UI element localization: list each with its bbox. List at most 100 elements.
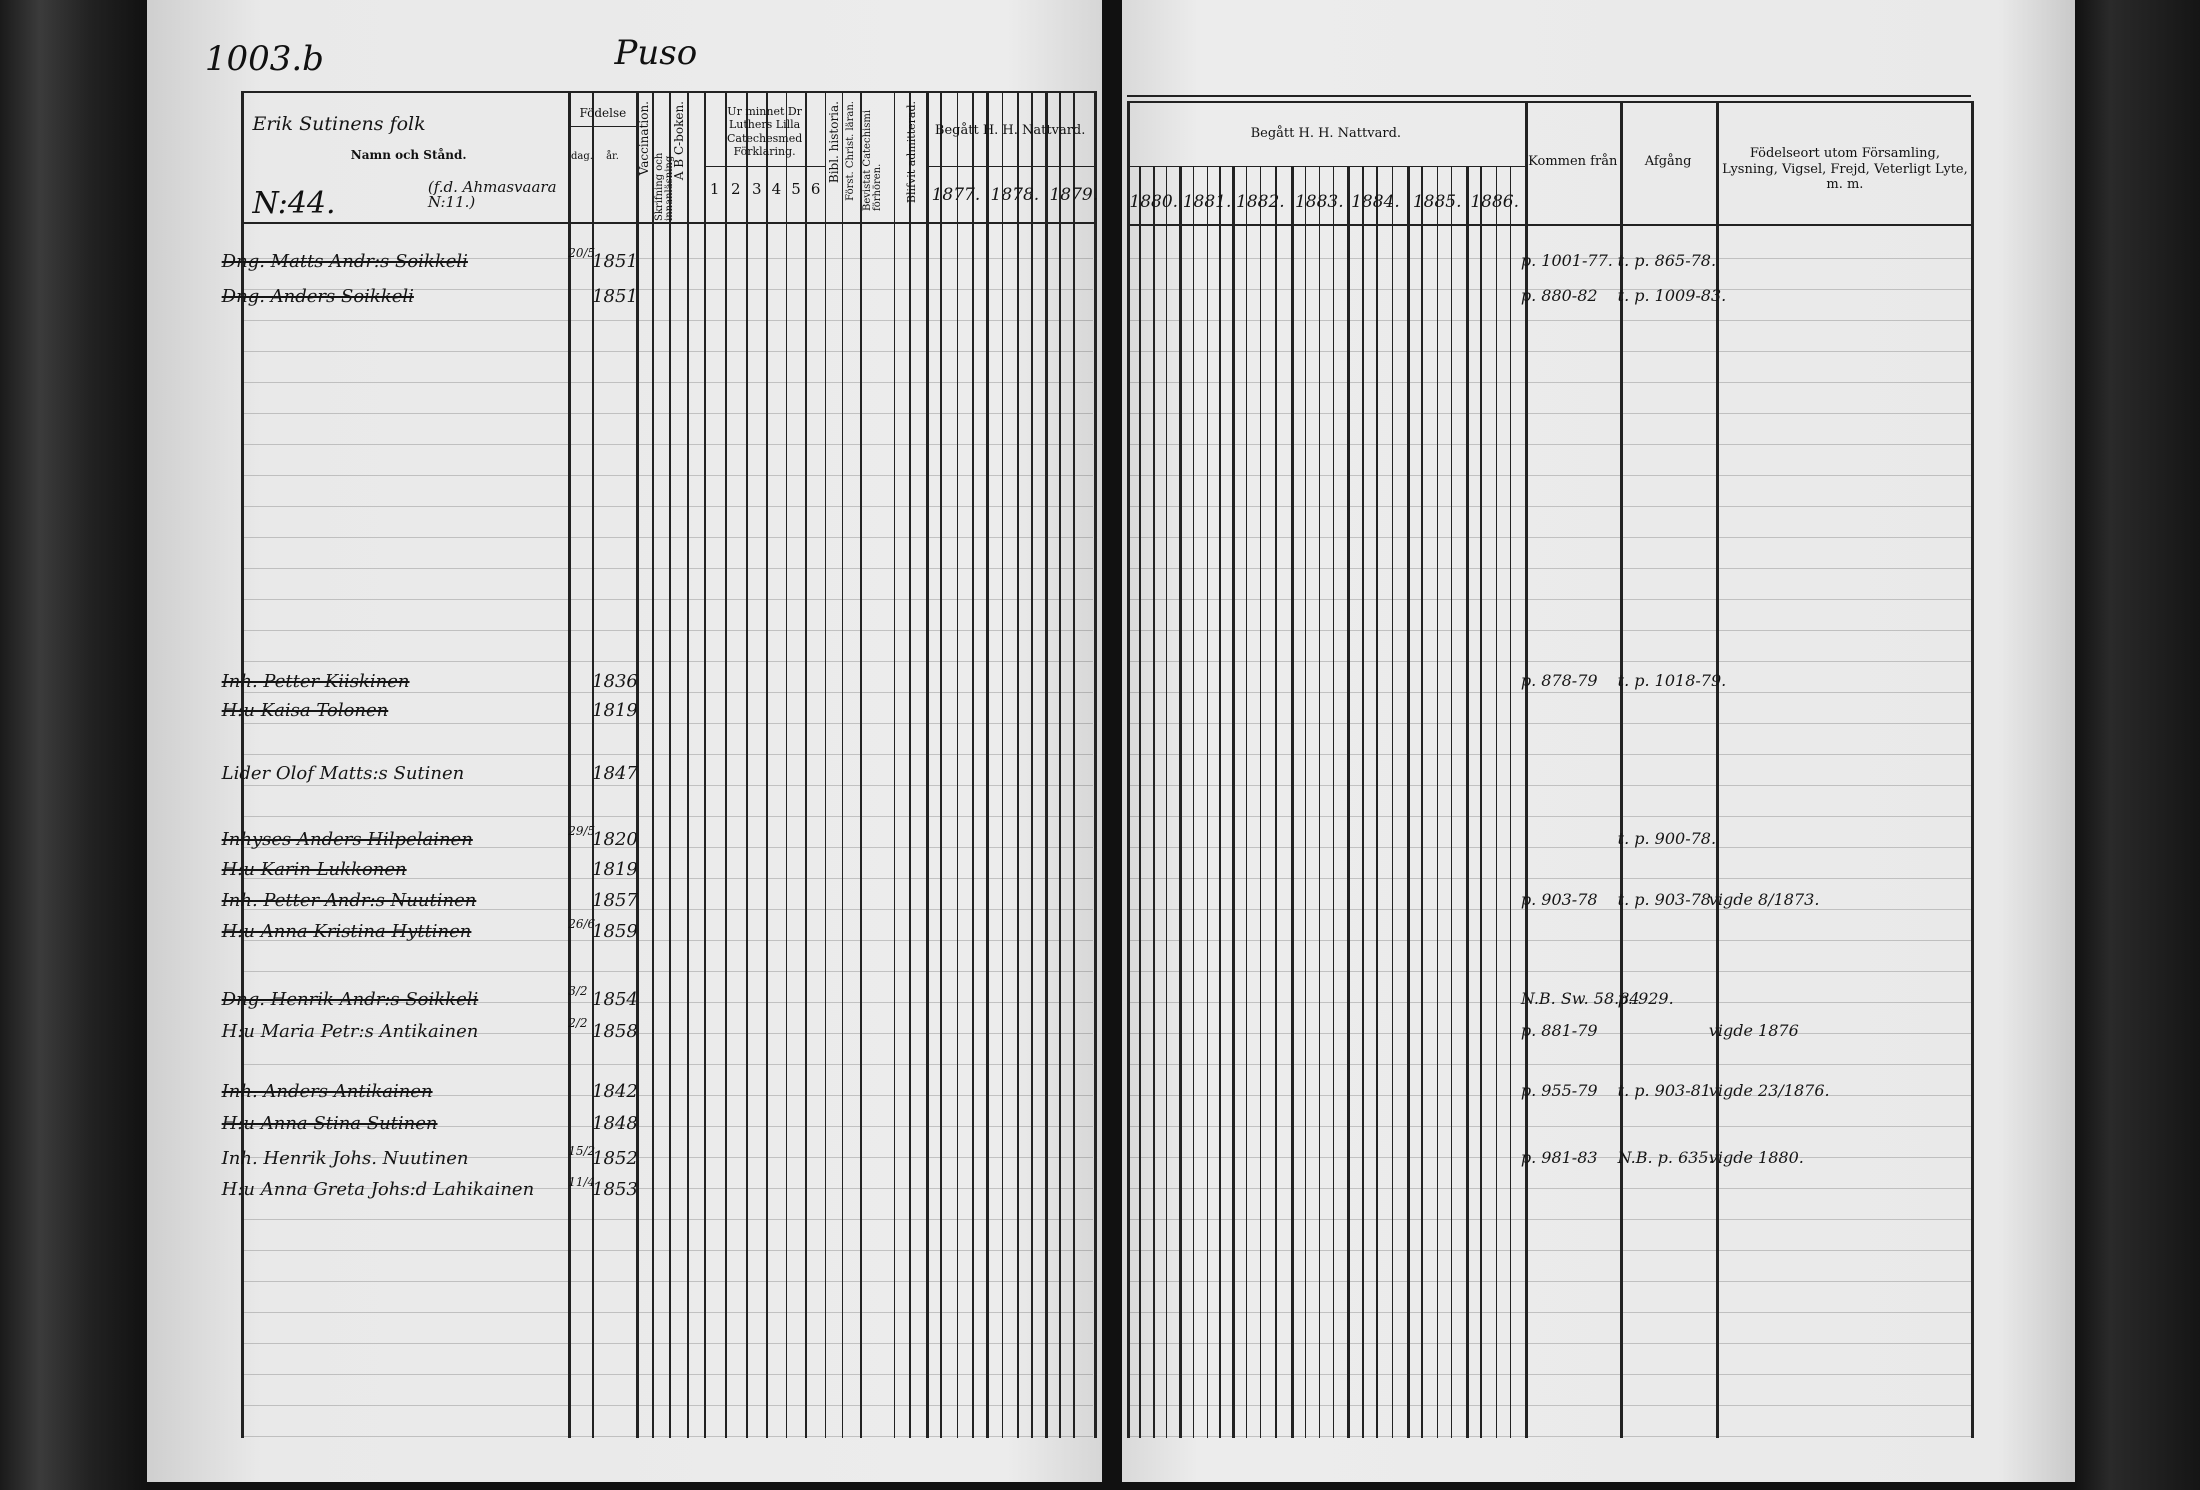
rule-line xyxy=(1715,101,1719,1439)
page-number: 1003.b xyxy=(204,39,324,80)
column-header: 3 xyxy=(752,180,762,199)
rule-line xyxy=(925,165,1095,167)
year-header: 1885. xyxy=(1412,191,1462,212)
rule-line xyxy=(824,91,827,1439)
birth-day: 20/5 xyxy=(568,245,596,260)
moved-in: p. 881-79 xyxy=(1520,1020,1598,1040)
rule-line xyxy=(1346,165,1350,1439)
moved-in: p. 880-82 xyxy=(1520,285,1598,305)
rule-line xyxy=(1525,165,1529,1439)
column-header: Begått H. H. Nattvard. xyxy=(934,123,1086,139)
entry-name: H:u Anna Stina Sutinen xyxy=(221,1113,438,1135)
rule-line xyxy=(1126,95,1972,98)
rule-line xyxy=(725,91,727,1439)
rule-line xyxy=(766,91,768,1439)
rule-line xyxy=(1362,165,1364,1439)
birth-year: 1819 xyxy=(592,699,638,721)
rule-line xyxy=(1017,91,1019,1439)
birth-year: 1847 xyxy=(592,762,638,784)
rule-line xyxy=(1376,165,1378,1439)
entry-name: Inhyses Anders Hilpelainen xyxy=(221,828,473,850)
moved-in: p. 1001-77. xyxy=(1520,250,1613,270)
entry-name: Inh. Anders Antikainen xyxy=(221,1081,433,1103)
moved-out: p. 929. xyxy=(1617,988,1674,1008)
column-header: år. xyxy=(606,150,619,162)
rule-line xyxy=(1495,165,1498,1439)
rule-line xyxy=(1509,165,1512,1439)
year-header: 1883. xyxy=(1294,191,1344,212)
rule-line xyxy=(652,91,654,1439)
moved-in: N.B. Sw. 58.84 xyxy=(1520,988,1640,1008)
rule-line xyxy=(1031,91,1033,1439)
rule-line xyxy=(1971,101,1975,1439)
column-header: Först. Christ. läran. xyxy=(845,101,856,201)
column-header: 1 xyxy=(709,180,720,199)
rule-line xyxy=(241,221,1095,224)
rule-line xyxy=(841,91,844,1439)
moved-out: t. p. 903-78 xyxy=(1617,890,1711,910)
rule-line xyxy=(1126,165,1130,1439)
column-header: Blifvit admitterad. xyxy=(905,101,919,204)
rule-line xyxy=(568,126,636,128)
column-header: Vaccination. xyxy=(637,101,652,176)
remarks: vigde 1876 xyxy=(1708,1020,1799,1040)
moved-in: p. 878-79 xyxy=(1520,671,1598,691)
rule-line xyxy=(986,91,990,1439)
rule-line xyxy=(1178,165,1182,1439)
entry-name: H:u Maria Petr:s Antikainen xyxy=(221,1020,479,1042)
birth-year: 1836 xyxy=(592,671,638,693)
column-header: 4 xyxy=(771,180,782,199)
rule-line xyxy=(1332,165,1335,1439)
rule-line xyxy=(925,91,929,1439)
rule-line xyxy=(1073,91,1075,1439)
birth-year: 1857 xyxy=(592,890,638,912)
moved-out: t. p. 1018-79. xyxy=(1617,671,1727,691)
rule-line xyxy=(1318,165,1321,1439)
entry-name: Dng. Anders Soikkeli xyxy=(221,285,414,307)
column-header: Begått H. H. Nattvard. xyxy=(1250,126,1402,142)
entry-name: Inh. Henrik Johs. Nuutinen xyxy=(221,1148,469,1170)
rule-line xyxy=(956,91,959,1439)
moved-in: p. 903-78 xyxy=(1520,890,1598,910)
entry-name: H:u Karin Lukkonen xyxy=(221,859,407,881)
birth-year: 1858 xyxy=(592,1020,638,1042)
year-header: 1877. xyxy=(931,184,981,205)
birth-year: 1859 xyxy=(592,921,638,943)
birth-day: 26/6 xyxy=(568,916,596,931)
rule-line xyxy=(1275,165,1277,1439)
column-header: 5 xyxy=(791,180,801,199)
birth-year: 1842 xyxy=(592,1081,638,1103)
moved-out: t. p. 1009-83. xyxy=(1617,285,1727,305)
birth-day: 2/2 xyxy=(568,1016,588,1031)
rule-line xyxy=(1192,165,1195,1439)
rule-line xyxy=(746,91,748,1439)
rule-line xyxy=(1525,101,1529,166)
column-header: Afgång xyxy=(1644,154,1692,170)
rule-line xyxy=(1421,165,1423,1439)
birth-year: 1852 xyxy=(592,1148,638,1170)
rule-line xyxy=(1126,224,1972,227)
rule-line xyxy=(1206,165,1209,1439)
entry-name: Inh. Petter Andr:s Nuutinen xyxy=(221,890,477,912)
right-page xyxy=(1122,0,2075,1482)
year-header: 1879. xyxy=(1049,184,1099,205)
birth-year: 1853 xyxy=(592,1179,638,1201)
moved-in: p. 955-79 xyxy=(1520,1081,1598,1101)
birth-day: 15/2 xyxy=(568,1143,596,1158)
entry-name: Lider Olof Matts:s Sutinen xyxy=(221,762,465,784)
remarks: vigde 8/1873. xyxy=(1708,890,1820,910)
village-name: Puso xyxy=(614,33,698,74)
rule-line xyxy=(1245,165,1248,1439)
rule-line xyxy=(687,91,689,1439)
moved-in: p. 981-83 xyxy=(1520,1148,1598,1168)
rule-line xyxy=(592,91,594,1439)
rule-line xyxy=(241,91,1095,94)
column-header: Ur minnet Dr Luthers Lilla Catechesmed F… xyxy=(726,105,803,158)
rule-line xyxy=(1126,101,1130,166)
rule-line xyxy=(1304,165,1307,1439)
rule-line xyxy=(1290,165,1294,1439)
moved-out: t. p. 900-78. xyxy=(1617,828,1717,848)
rule-line xyxy=(805,91,807,1439)
rule-line xyxy=(1139,165,1141,1439)
